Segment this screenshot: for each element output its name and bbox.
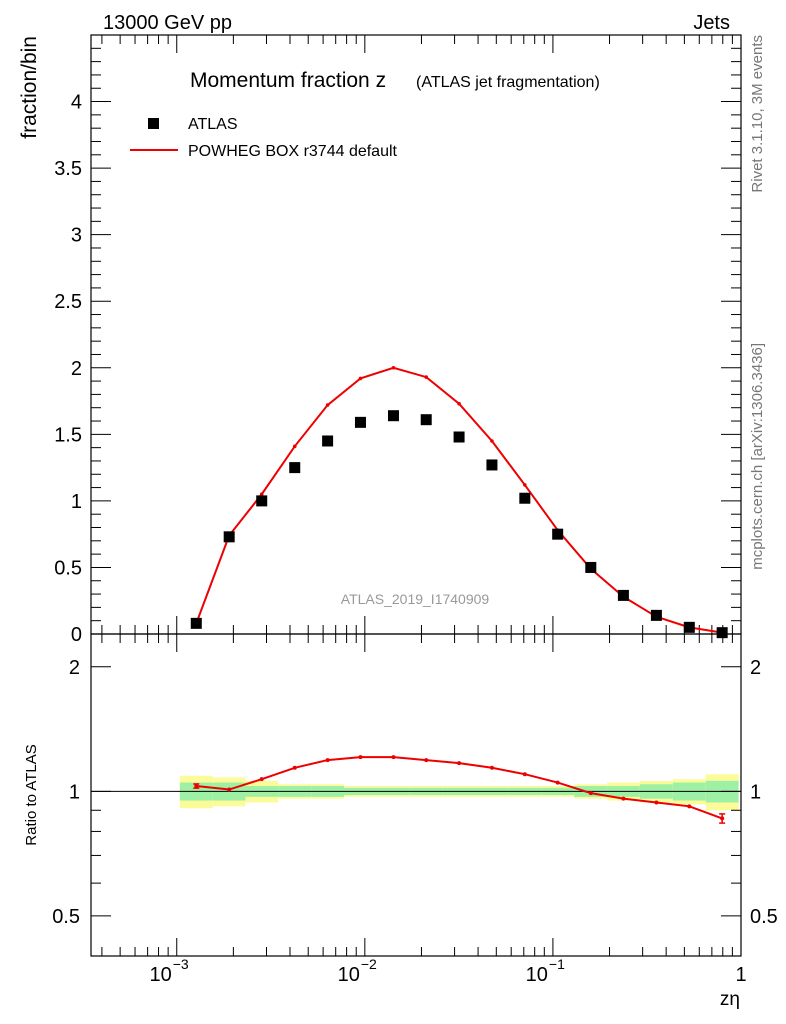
ratio-point [654, 800, 659, 805]
ratio-point [522, 772, 527, 777]
watermark: ATLAS_2019_I1740909 [341, 591, 490, 607]
ratio-point [358, 755, 363, 760]
powheg-point [391, 365, 396, 370]
y-axis-label: fraction/bin [18, 36, 41, 139]
ratio-point [687, 804, 692, 809]
mcplots-label: mcplots.cern.ch [arXiv:1306.3436] [749, 343, 766, 570]
ratio-y-tick-label-right: 1 [750, 781, 761, 803]
legend-marker-atlas [148, 118, 159, 129]
x-tick-label-exponent: −2 [361, 956, 377, 972]
ratio-y-tick-label-left: 0.5 [52, 906, 80, 928]
atlas-data-point [650, 609, 662, 621]
ratio-point [325, 758, 330, 763]
atlas-data-point [256, 495, 268, 507]
ratio-point [259, 777, 264, 782]
atlas-data-point [354, 416, 366, 428]
title-sub: (ATLAS jet fragmentation) [416, 74, 600, 91]
atlas-data-point [716, 627, 728, 639]
ratio-point [391, 755, 396, 760]
ratio-point [424, 758, 429, 763]
header-left: 13000 GeV pp [103, 12, 232, 34]
x-tick-label: 1 [735, 964, 746, 986]
header-right: Jets [693, 12, 730, 34]
ratio-point [555, 780, 560, 785]
atlas-data-point [486, 459, 498, 471]
y-tick-label: 1.5 [54, 424, 82, 446]
y-tick-label: 3 [71, 225, 82, 247]
x-axis-label: zη [720, 989, 740, 1010]
atlas-data-point [420, 414, 432, 426]
powheg-point [325, 403, 330, 407]
powheg-point [292, 444, 297, 449]
atlas-data-point [453, 431, 465, 443]
y-tick-label: 2 [71, 358, 82, 380]
atlas-data-point [552, 528, 564, 540]
atlas-data-point [683, 621, 695, 633]
x-tick-label: 10 [150, 964, 172, 986]
x-tick-label: 10 [338, 964, 360, 986]
y-tick-label: 2.5 [54, 291, 82, 313]
x-tick-label: 10 [526, 964, 548, 986]
powheg-point [523, 483, 527, 487]
y-tick-label: 4 [71, 92, 82, 114]
ratio-y-tick-label-right: 2 [750, 657, 761, 679]
atlas-data-point [585, 561, 597, 573]
x-tick-label-exponent: −1 [549, 956, 565, 972]
title-main: Momentum fraction z [190, 69, 386, 92]
y-tick-label: 3.5 [54, 158, 82, 180]
y-tick-label: 1 [71, 491, 82, 513]
ratio-point [457, 761, 462, 766]
powheg-point [490, 439, 494, 443]
rivet-version-label: Rivet 3.1.10, 3M events [749, 35, 766, 193]
atlas-data-point [190, 617, 202, 629]
y-tick-label: 0.5 [54, 557, 82, 579]
powheg-point [424, 375, 429, 379]
atlas-data-point [223, 531, 235, 543]
ratio-point [489, 765, 494, 770]
ratio-y-axis-label: Ratio to ATLAS [23, 744, 40, 845]
legend: ATLAS POWHEG BOX r3744 default [130, 116, 398, 160]
ratio-y-tick-label-left: 2 [69, 657, 80, 679]
ratio-y-tick-label-right: 0.5 [750, 906, 778, 928]
ratio-y-tick-label-left: 1 [69, 781, 80, 803]
powheg-point [358, 376, 363, 381]
x-tick-label-exponent: −3 [173, 956, 189, 972]
legend-label-atlas: ATLAS [188, 116, 238, 133]
atlas-data-point [519, 492, 531, 504]
powheg-point [259, 492, 264, 497]
atlas-data-point [322, 435, 334, 447]
y-tick-label: 0 [71, 624, 82, 646]
ratio-point [227, 787, 232, 792]
atlas-data-point [289, 462, 301, 474]
powheg-point [457, 401, 461, 406]
legend-label-powheg: POWHEG BOX r3744 default [188, 143, 398, 160]
atlas-data-point [617, 589, 629, 601]
ratio-point [292, 765, 297, 770]
ratio-point [621, 796, 626, 801]
atlas-data-point [387, 410, 399, 422]
ratio-plot-frame [90, 633, 742, 957]
ratio-point [588, 791, 593, 796]
